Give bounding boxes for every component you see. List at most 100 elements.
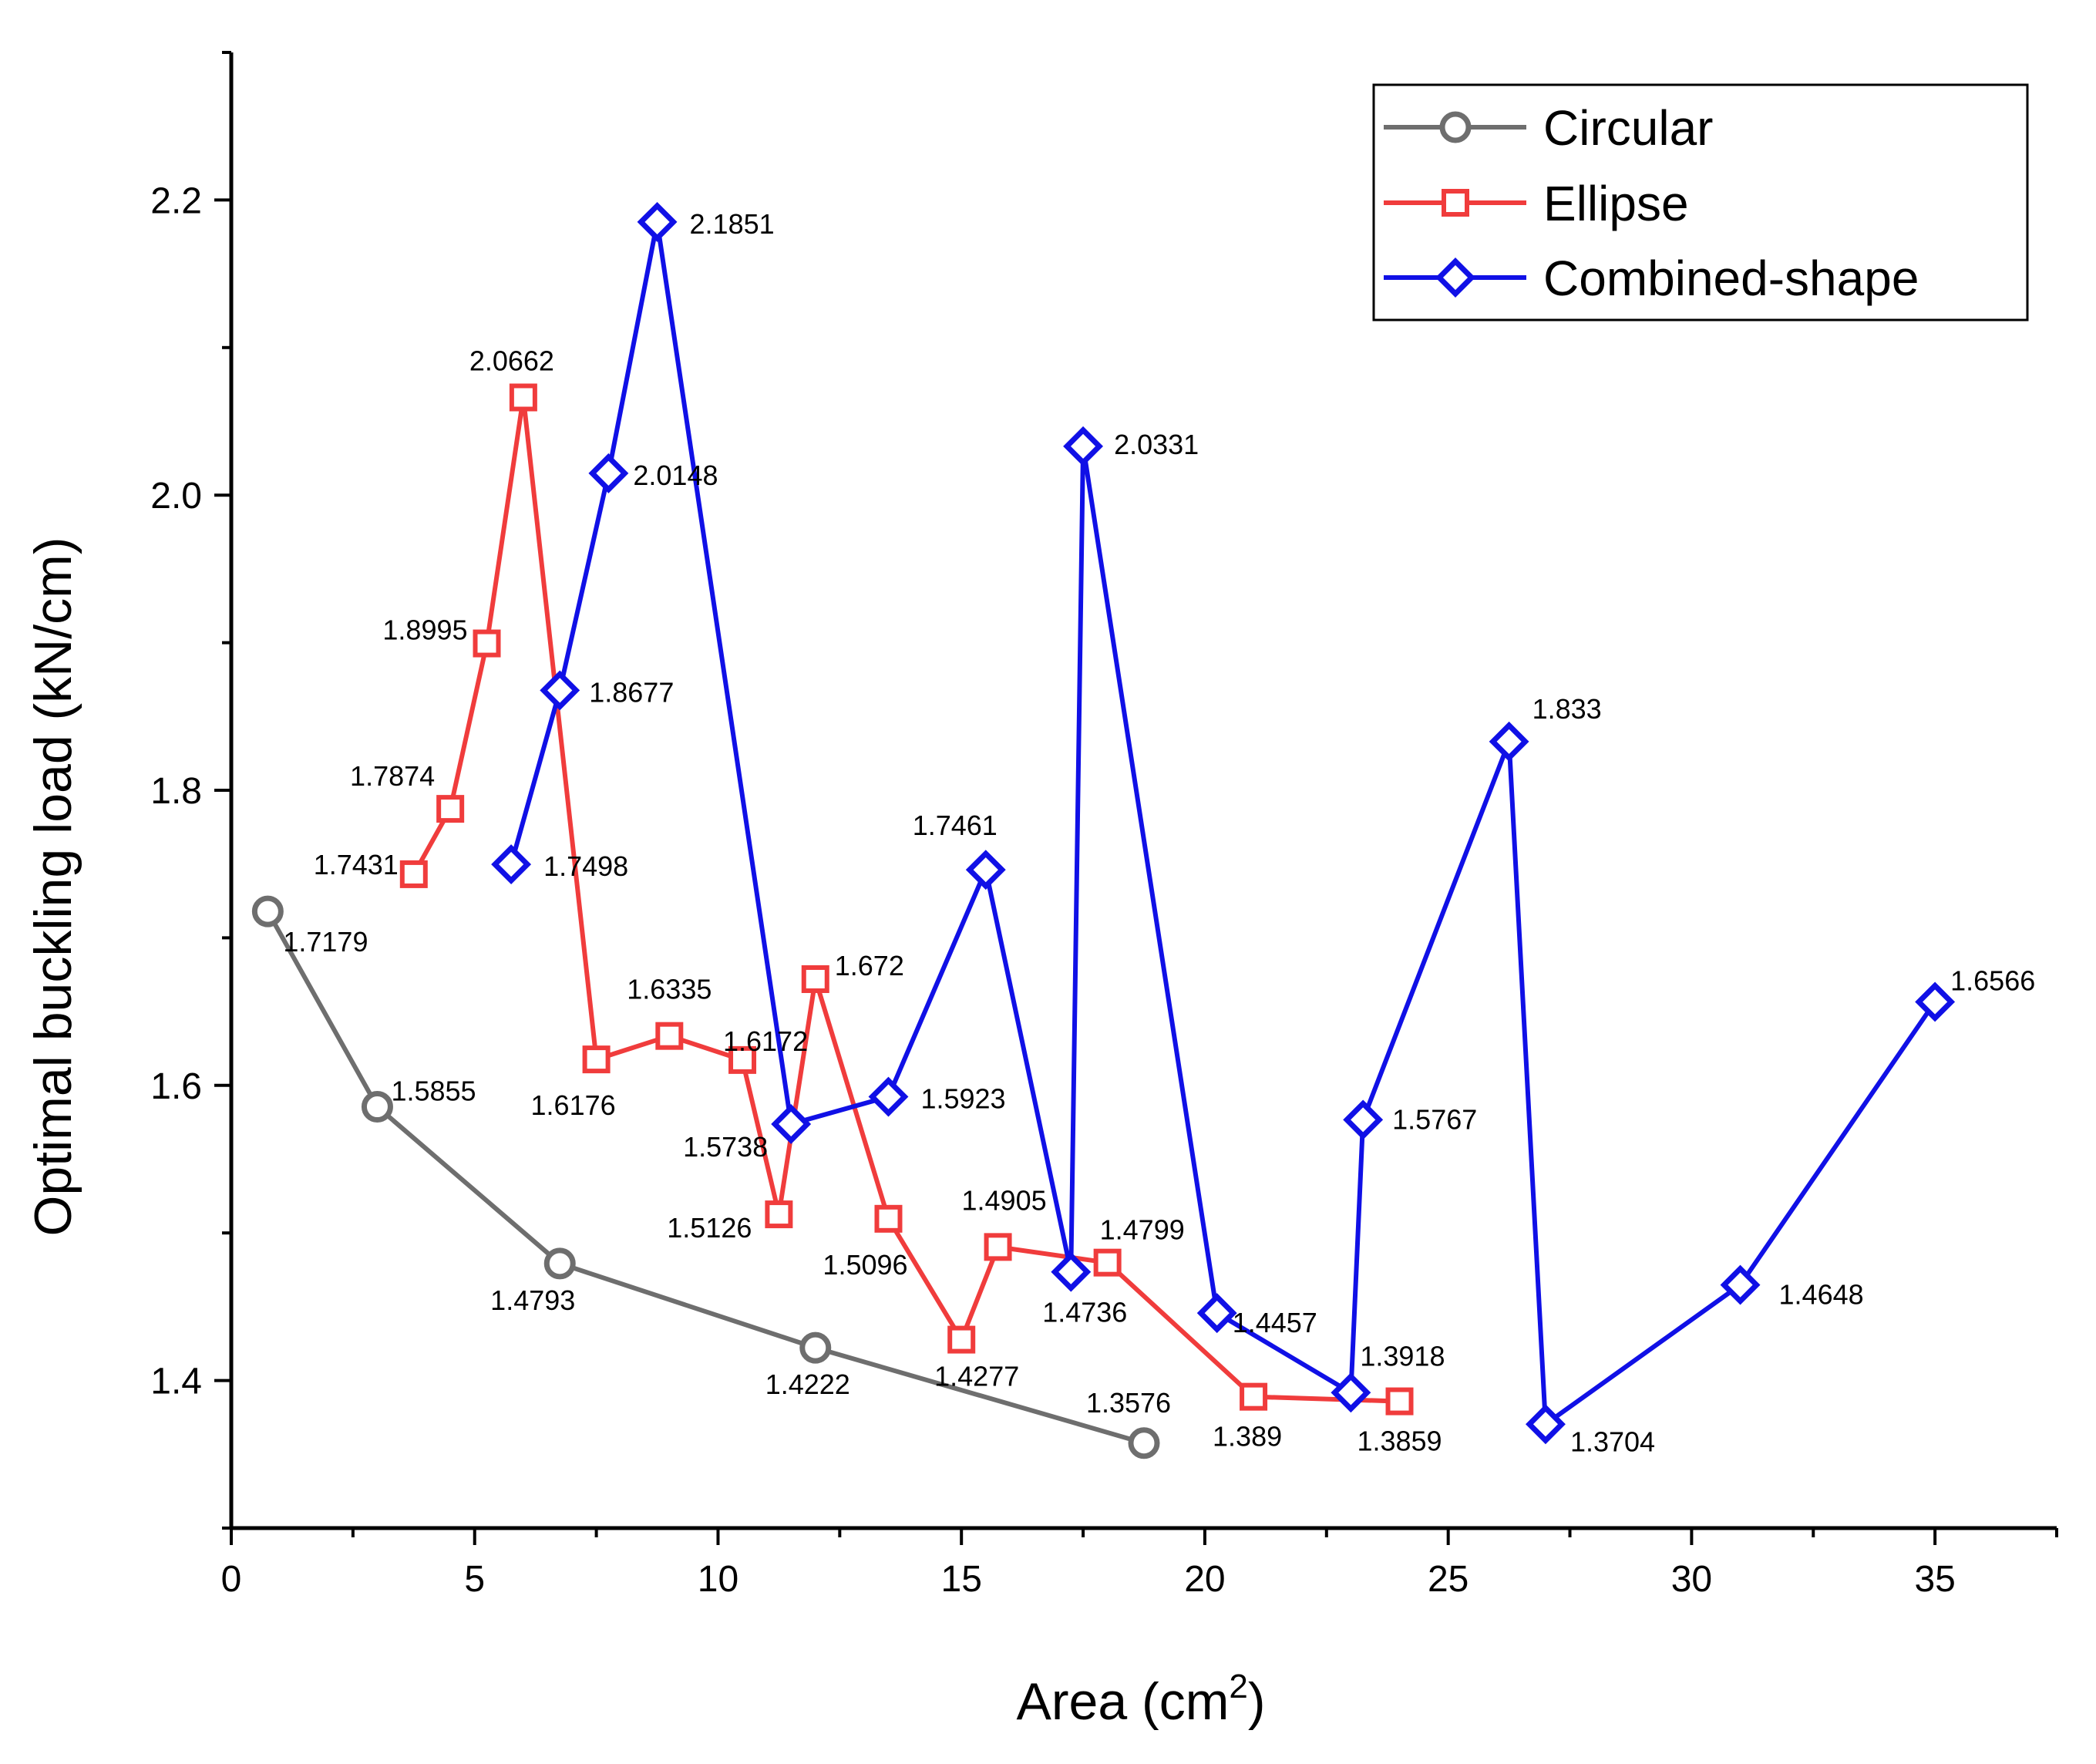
data-point-combined-shape [1051,1251,1092,1292]
legend: Circular Ellipse Combined-shape [1372,83,2029,321]
data-point-combined-shape [1063,426,1104,466]
data-point-combined-shape [1489,721,1529,762]
data-label-circular: 1.4793 [490,1284,575,1316]
x-tick-label: 0 [221,1559,242,1600]
data-point-combined-shape [868,1076,909,1117]
y-tick-label: 1.8 [150,771,202,812]
data-label-ellipse: 1.8995 [382,614,467,646]
data-point-ellipse [947,1325,976,1354]
data-label-combined-shape: 1.4648 [1779,1279,1864,1311]
data-point-ellipse [473,629,501,658]
data-label-combined-shape: 2.1851 [690,208,775,240]
x-tick-label: 30 [1671,1559,1712,1600]
data-label-combined-shape: 1.3704 [1570,1426,1655,1457]
data-point-ellipse [509,383,537,412]
legend-label-ellipse: Ellipse [1543,176,1689,231]
data-label-combined-shape: 1.7461 [913,810,998,841]
data-label-combined-shape: 1.5767 [1392,1103,1477,1135]
y-axis-title: Optimal buckling load (kN/cm) [24,537,82,1237]
x-axis-title: Area (cm2) [1017,1668,1266,1731]
data-point-combined-shape [637,201,678,242]
legend-item-circular: Circular [1384,100,1713,156]
data-label-combined-shape: 1.5923 [920,1083,1005,1115]
data-point-ellipse [1093,1248,1122,1277]
data-point-combined-shape [588,453,629,493]
data-label-ellipse: 1.7431 [314,849,399,880]
data-label-combined-shape: 1.5738 [683,1131,768,1163]
data-point-circular [543,1247,576,1280]
legend-item-combined-shape: Combined-shape [1384,251,1919,306]
data-point-ellipse [436,795,465,823]
data-labels: 1.7179 1.5855 1.4793 1.4222 1.3576 1.7431 1.78… [283,208,2035,1457]
data-label-ellipse: 1.4905 [962,1184,1047,1216]
data-point-ellipse [399,860,428,888]
data-point-ellipse [984,1233,1012,1261]
data-label-combined-shape: 1.7498 [543,850,628,882]
data-point-ellipse [801,964,829,993]
data-point-circular [251,895,284,927]
data-label-circular: 1.4222 [765,1368,850,1400]
data-point-ellipse [1240,1382,1268,1411]
x-tick-label: 15 [941,1559,982,1600]
data-point-circular [799,1331,832,1364]
data-point-combined-shape [1343,1099,1384,1140]
data-label-ellipse: 1.5096 [823,1249,907,1281]
series-circular [251,895,1160,1459]
data-point-circular [1128,1427,1160,1459]
data-label-ellipse: 1.6172 [723,1025,808,1057]
axes: 0 5 10 15 20 25 30 35 1.4 1.6 1.8 2.0 2.2 [150,51,2058,1600]
data-label-combined-shape: 1.3918 [1360,1340,1445,1372]
data-label-ellipse: 1.5126 [667,1212,752,1244]
legend-marker-circular [1439,111,1472,143]
data-point-combined-shape [1196,1293,1237,1334]
data-point-ellipse [1385,1387,1414,1416]
y-tick-label: 1.6 [150,1066,202,1107]
data-label-ellipse: 1.4277 [934,1361,1019,1392]
data-label-combined-shape: 1.4457 [1233,1307,1317,1338]
data-label-circular: 1.5855 [391,1076,476,1107]
data-point-combined-shape [1331,1372,1371,1413]
legend-label-combined-shape: Combined-shape [1543,251,1919,306]
data-point-ellipse [874,1204,903,1233]
series-layer [251,201,1956,1459]
legend-marker-ellipse [1442,189,1469,217]
data-point-combined-shape [965,850,1006,890]
data-label-ellipse: 1.3859 [1357,1426,1442,1457]
data-point-combined-shape [540,670,580,711]
x-tick-label: 10 [698,1559,738,1600]
data-label-ellipse: 1.4799 [1100,1214,1185,1246]
data-label-circular: 1.3576 [1086,1387,1171,1419]
data-point-ellipse [765,1200,793,1229]
data-point-combined-shape [771,1103,812,1144]
data-point-combined-shape [1720,1264,1761,1305]
x-tick-label: 25 [1428,1559,1469,1600]
data-point-circular [361,1091,393,1123]
data-label-ellipse: 1.672 [835,950,904,981]
data-label-combined-shape: 2.0148 [633,460,718,491]
legend-item-ellipse: Ellipse [1384,176,1689,231]
data-label-circular: 1.7179 [283,926,368,958]
data-label-combined-shape: 1.6566 [1950,964,2035,996]
data-point-ellipse [582,1045,611,1074]
data-label-combined-shape: 2.0331 [1114,429,1199,460]
data-label-combined-shape: 1.833 [1532,693,1602,725]
data-point-combined-shape [491,844,532,885]
data-label-combined-shape: 1.8677 [589,676,674,708]
data-point-combined-shape [1526,1404,1566,1445]
data-label-ellipse: 2.0662 [469,345,554,376]
series-line-combined-shape [509,219,1937,1427]
data-label-ellipse: 1.6335 [627,974,712,1005]
x-tick-label: 35 [1914,1559,1955,1600]
x-tick-label: 5 [464,1559,485,1600]
y-tick-label: 1.4 [150,1362,202,1402]
data-point-ellipse [728,1045,757,1074]
y-tick-label: 2.2 [150,180,202,221]
x-tick-label: 20 [1184,1559,1225,1600]
data-label-ellipse: 1.6176 [531,1089,616,1121]
data-label-ellipse: 1.389 [1213,1421,1282,1453]
data-label-ellipse: 1.7874 [350,760,435,792]
legend-marker-combined-shape [1435,258,1475,298]
legend-label-circular: Circular [1543,100,1713,156]
